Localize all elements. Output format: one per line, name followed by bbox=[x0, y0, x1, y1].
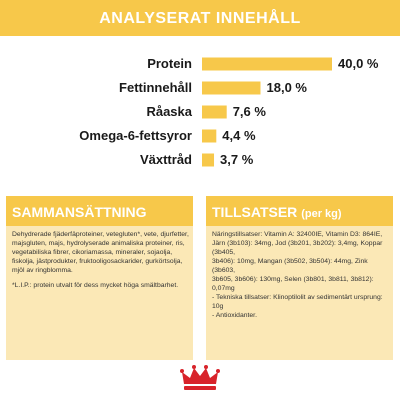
category-label: Växttråd bbox=[140, 152, 192, 167]
additives-line: Järn (3b103): 34mg, Jod (3b201, 3b202): … bbox=[212, 240, 383, 256]
value-label: 4,4 % bbox=[222, 128, 256, 143]
value-label: 40,0 % bbox=[338, 56, 379, 71]
additives-line: - Antioxidanter. bbox=[212, 312, 257, 319]
additives-line: 3b605, 3b606): 130mg, Selen (3b801, 3b81… bbox=[212, 276, 374, 292]
composition-note: *L.I.P.: protein utvalt för dess mycket … bbox=[12, 282, 179, 289]
value-label: 7,6 % bbox=[233, 104, 267, 119]
composition-title: SAMMANSÄTTNING bbox=[6, 196, 193, 226]
category-label: Fettinnehåll bbox=[119, 80, 192, 95]
composition-body: Dehydrerade fjäderfäproteiner, veteglute… bbox=[12, 230, 189, 290]
additives-line: 3b406): 10mg, Mangan (3b502, 3b504): 44m… bbox=[212, 258, 368, 274]
bar bbox=[202, 81, 261, 95]
header-banner: ANALYSERAT INNEHÅLL bbox=[0, 0, 400, 36]
additives-body: Näringstillsatser: Vitamin A: 32400IE, V… bbox=[212, 230, 389, 320]
composition-text: Dehydrerade fjäderfäproteiner, veteglute… bbox=[12, 231, 189, 274]
value-label: 18,0 % bbox=[267, 80, 308, 95]
royal-canin-crown-logo bbox=[180, 365, 220, 390]
category-label: Protein bbox=[147, 56, 192, 71]
additives-title-unit: (per kg) bbox=[301, 208, 342, 220]
additives-title: TILLSATSER (per kg) bbox=[206, 196, 393, 226]
category-label: Råaska bbox=[146, 104, 192, 119]
bar bbox=[202, 153, 215, 167]
nutrient-bar-chart: Protein 40,0 % Fettinnehåll 18,0 % Råaska 7,6… bbox=[79, 56, 379, 167]
additives-title-main: TILLSATSER bbox=[212, 204, 298, 220]
page-title: ANALYSERAT INNEHÅLL bbox=[99, 10, 301, 27]
value-label: 3,7 % bbox=[220, 152, 254, 167]
bar bbox=[202, 129, 217, 143]
additives-line: - Tekniska tillsatser: Klinoptilolit av … bbox=[212, 294, 383, 310]
additives-line: Näringstillsatser: Vitamin A: 32400IE, V… bbox=[212, 231, 383, 238]
additives-panel: TILLSATSER (per kg) Näringstillsatser: V… bbox=[206, 196, 393, 360]
bar bbox=[202, 105, 227, 119]
category-label: Omega-6-fettsyror bbox=[79, 128, 192, 143]
bar bbox=[202, 57, 332, 71]
composition-panel: SAMMANSÄTTNING Dehydrerade fjäderfäprote… bbox=[6, 196, 193, 360]
